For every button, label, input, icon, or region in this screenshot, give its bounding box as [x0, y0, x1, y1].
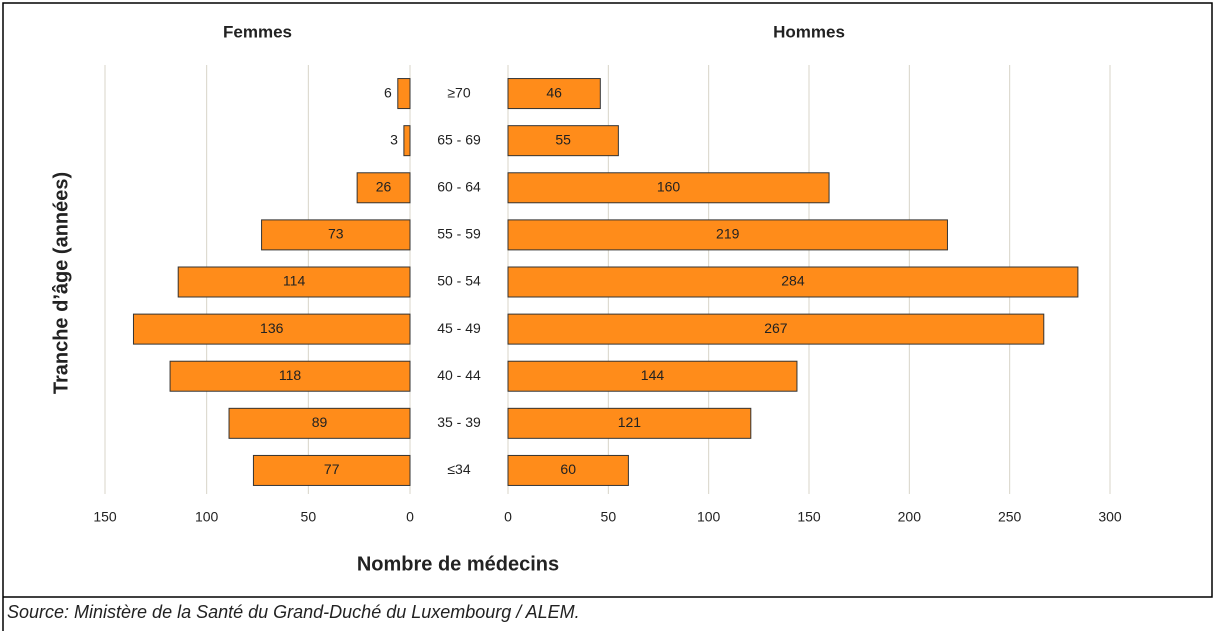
bar — [169, 360, 411, 392]
data-label: 114 — [283, 273, 306, 289]
bar — [261, 219, 411, 251]
data-label: 284 — [781, 273, 805, 289]
category-label: 65 - 69 — [437, 131, 481, 147]
category-label: ≤34 — [447, 461, 470, 477]
bar — [507, 125, 619, 157]
data-label: 89 — [312, 414, 328, 430]
bar — [507, 454, 629, 486]
category-label: 50 - 54 — [437, 273, 481, 289]
category-label: ≥70 — [447, 84, 470, 100]
source: Source: Ministère de la Santé du Grand-D… — [7, 602, 580, 622]
data-label: 46 — [546, 84, 562, 100]
data-label: 160 — [657, 178, 681, 194]
x-tick-label: 0 — [504, 509, 512, 525]
series-title: Hommes — [773, 22, 845, 41]
data-label: 121 — [618, 414, 642, 430]
bar — [132, 313, 411, 345]
bar — [252, 454, 411, 486]
bar — [507, 172, 830, 204]
category-label: 60 - 64 — [437, 178, 481, 194]
data-label: 3 — [390, 131, 398, 147]
bar — [228, 407, 411, 439]
bar — [507, 266, 1079, 298]
y-axis-title: Tranche d’âge (années) — [50, 172, 72, 394]
x-tick-label: 50 — [301, 509, 317, 525]
x-tick-label: 0 — [406, 509, 414, 525]
category-label: 40 - 44 — [437, 367, 481, 383]
x-tick-label: 150 — [797, 509, 821, 525]
data-label: 118 — [279, 367, 302, 383]
category-label: 35 - 39 — [437, 414, 481, 430]
data-label: 55 — [555, 131, 571, 147]
x-tick-label: 200 — [898, 509, 922, 525]
data-label: 26 — [376, 178, 392, 194]
x-tick-label: 250 — [998, 509, 1022, 525]
x-tick-label: 100 — [195, 509, 219, 525]
bar — [177, 266, 411, 298]
bar — [403, 125, 411, 157]
data-label: 267 — [764, 320, 788, 336]
x-tick-label: 300 — [1098, 509, 1122, 525]
data-label: 219 — [716, 226, 740, 242]
series-title: Femmes — [223, 22, 292, 41]
bar — [356, 172, 411, 204]
category-label: 45 - 49 — [437, 320, 481, 336]
data-label: 73 — [328, 226, 344, 242]
data-label: 144 — [641, 367, 665, 383]
x-axis-title: Nombre de médecins — [357, 553, 559, 575]
x-tick-label: 100 — [697, 509, 721, 525]
bar — [507, 219, 948, 251]
x-tick-label: 150 — [93, 509, 117, 525]
bar — [507, 360, 798, 392]
data-label: 136 — [260, 320, 284, 336]
category-label: 55 - 59 — [437, 226, 481, 242]
bar — [507, 407, 752, 439]
x-tick-label: 50 — [601, 509, 617, 525]
bar — [397, 78, 411, 110]
data-label: 60 — [560, 461, 576, 477]
data-label: 6 — [384, 84, 392, 100]
bar — [507, 78, 601, 110]
data-label: 77 — [324, 461, 340, 477]
bar — [507, 313, 1045, 345]
